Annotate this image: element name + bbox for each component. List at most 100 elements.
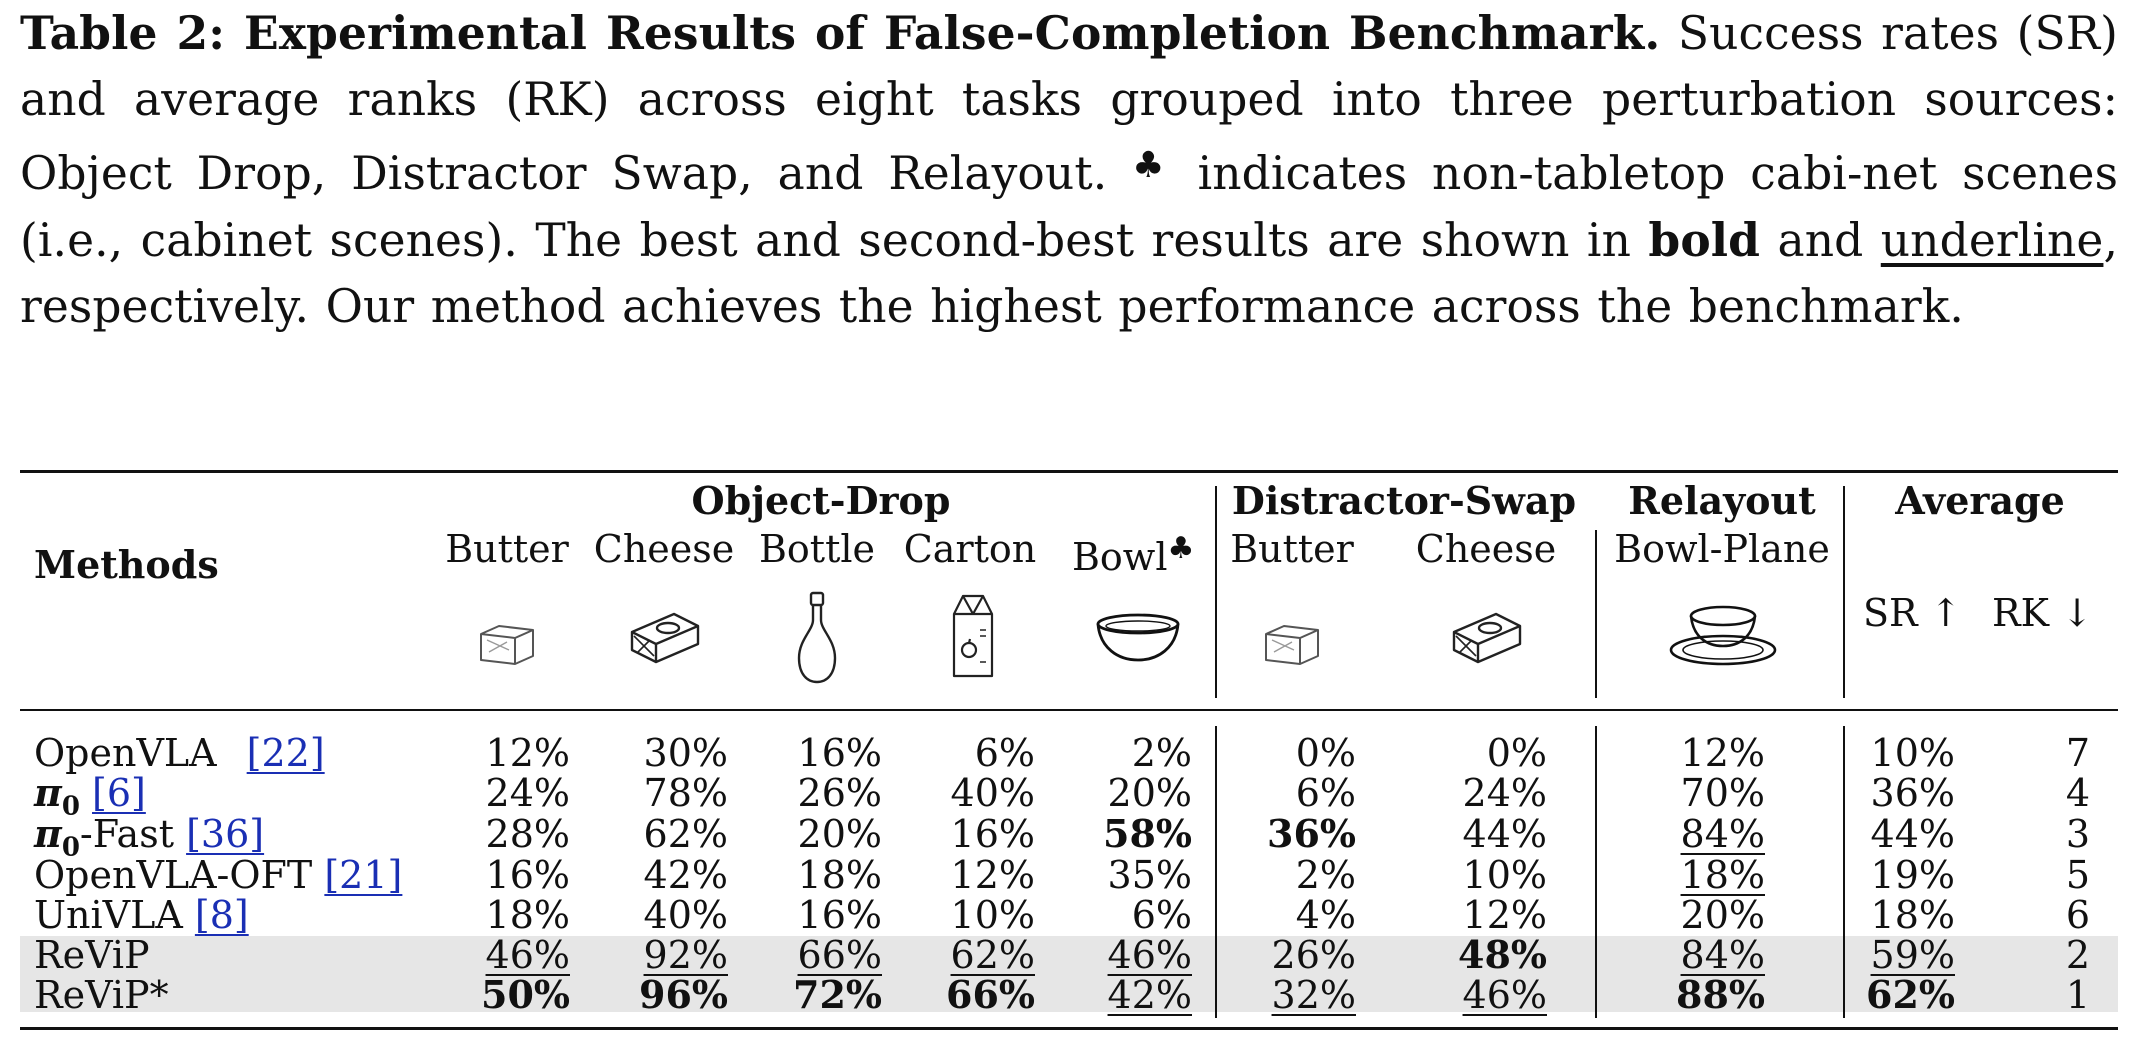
table-cell: 46% [485,933,570,977]
method-label: π [34,811,62,856]
method-label: OpenVLA-OFT [34,853,313,897]
table-cell: 28% [485,812,570,856]
group-average: Average [1895,478,2065,523]
divider-3 [1843,486,1845,698]
table-cell: 12% [485,731,570,775]
caption-text-3: and [1760,214,1881,267]
col-header-bowl-label: Bowl [1072,535,1168,579]
avg-rk-cell: 4 [2065,771,2090,815]
table-cell: 10% [1462,853,1547,897]
bottom-rule [20,1027,2118,1030]
table-cell: 62% [950,933,1035,977]
method-name: ReViP* [34,974,169,1016]
club-icon: ♣ [1132,145,1173,186]
col-header-cheese-swap: Cheese [1415,527,1557,571]
header-rule [20,709,2118,711]
table-cell: 35% [1107,853,1192,897]
avg-sr-cell: 10% [1870,731,1955,775]
table-cell: 16% [950,812,1035,856]
table-cell: 62% [643,812,728,856]
caption-underline-word: underline [1880,214,2104,267]
top-rule [20,470,2118,473]
bottle-icon [797,591,837,684]
table-cell: 84% [1680,812,1765,856]
caption-label: Table 2: Experimental Results of False-C… [20,6,1661,60]
avg-sr-cell: 44% [1870,812,1955,856]
table-cell: 2% [1295,853,1356,897]
table-cell: 16% [797,731,882,775]
table-cell: 18% [1680,853,1765,897]
avg-sr-cell: 59% [1870,933,1955,977]
avg-sr-cell: 62% [1866,972,1955,1017]
citation-link[interactable]: [22] [246,731,325,775]
col-header-sr: SR ↑ [1863,591,1962,635]
citation-link[interactable]: [36] [186,812,265,856]
table-cell: 46% [1462,973,1547,1017]
group-distractor-swap: Distractor-Swap [1231,478,1577,523]
method-name: UniVLA [8] [34,894,249,936]
table-cell: 96% [639,972,728,1017]
bowl-plane-icon [1669,605,1777,666]
col-header-bottle: Bottle [759,527,875,571]
butter-icon [480,625,534,665]
cheese-icon [630,612,700,664]
table-cell: 12% [950,853,1035,897]
table-cell: 30% [643,731,728,775]
avg-rk-cell: 7 [2065,731,2090,775]
method-suffix: -Fast [79,812,174,856]
caption-bold-word: bold [1648,213,1761,267]
avg-sr-cell: 19% [1870,853,1955,897]
bowl-icon [1096,613,1180,662]
cheese-icon [1452,612,1522,664]
table-cell: 88% [1676,972,1765,1017]
table-cell: 40% [950,771,1035,815]
table-cell: 10% [950,893,1035,937]
group-relayout: Relayout [1628,478,1816,523]
table-cell: 12% [1680,731,1765,775]
col-header-cheese: Cheese [593,527,735,571]
table-cell: 66% [797,933,882,977]
table-cell: 66% [946,972,1035,1017]
col-header-carton: Carton [903,527,1037,571]
table-cell: 18% [485,893,570,937]
highlight-row-revip [20,936,2118,968]
table-cell: 78% [643,771,728,815]
col-header-bowl-plane: Bowl-Plane [1614,527,1830,571]
method-label: π [34,770,62,815]
butter-icon [1265,625,1319,665]
table-cell: 72% [793,972,882,1017]
col-header-butter-swap: Butter [1230,527,1354,571]
avg-sr-cell: 36% [1870,771,1955,815]
citation-link[interactable]: [8] [194,893,249,937]
method-name: π0 [6] [34,772,146,828]
table-cell: 26% [1271,933,1356,977]
method-label: OpenVLA [34,731,217,775]
table-cell: 48% [1458,932,1547,977]
col-header-rk: RK ↓ [1992,591,2093,635]
divider-2b [1595,726,1597,1018]
table-cell: 46% [1107,933,1192,977]
table-cell: 20% [1107,771,1192,815]
method-subscript: 0 [61,832,80,863]
divider-1 [1215,486,1217,698]
results-table: Methods Object-Drop Distractor-Swap Rela… [20,470,2118,1038]
col-header-bowl: Bowl♣ [1072,528,1194,578]
citation-link[interactable]: [21] [324,853,403,897]
table-cell: 2% [1131,731,1192,775]
method-label: UniVLA [34,893,183,937]
table-cell: 42% [1107,973,1192,1017]
table-cell: 20% [797,812,882,856]
method-name: π0-Fast [36] [34,813,264,869]
table-cell: 12% [1462,893,1547,937]
group-object-drop: Object-Drop [691,478,951,523]
caption-text-1: Success rates (SR) and average ranks (RK… [20,7,2118,200]
avg-rk-cell: 6 [2065,893,2090,937]
table-cell: 18% [797,853,882,897]
table-cell: 36% [1267,811,1356,856]
table-cell: 0% [1486,731,1547,775]
avg-rk-cell: 3 [2065,812,2090,856]
spacer [312,853,324,897]
citation-link[interactable]: [6] [92,771,146,815]
divider-3b [1843,726,1845,1018]
table-cell: 0% [1295,731,1356,775]
